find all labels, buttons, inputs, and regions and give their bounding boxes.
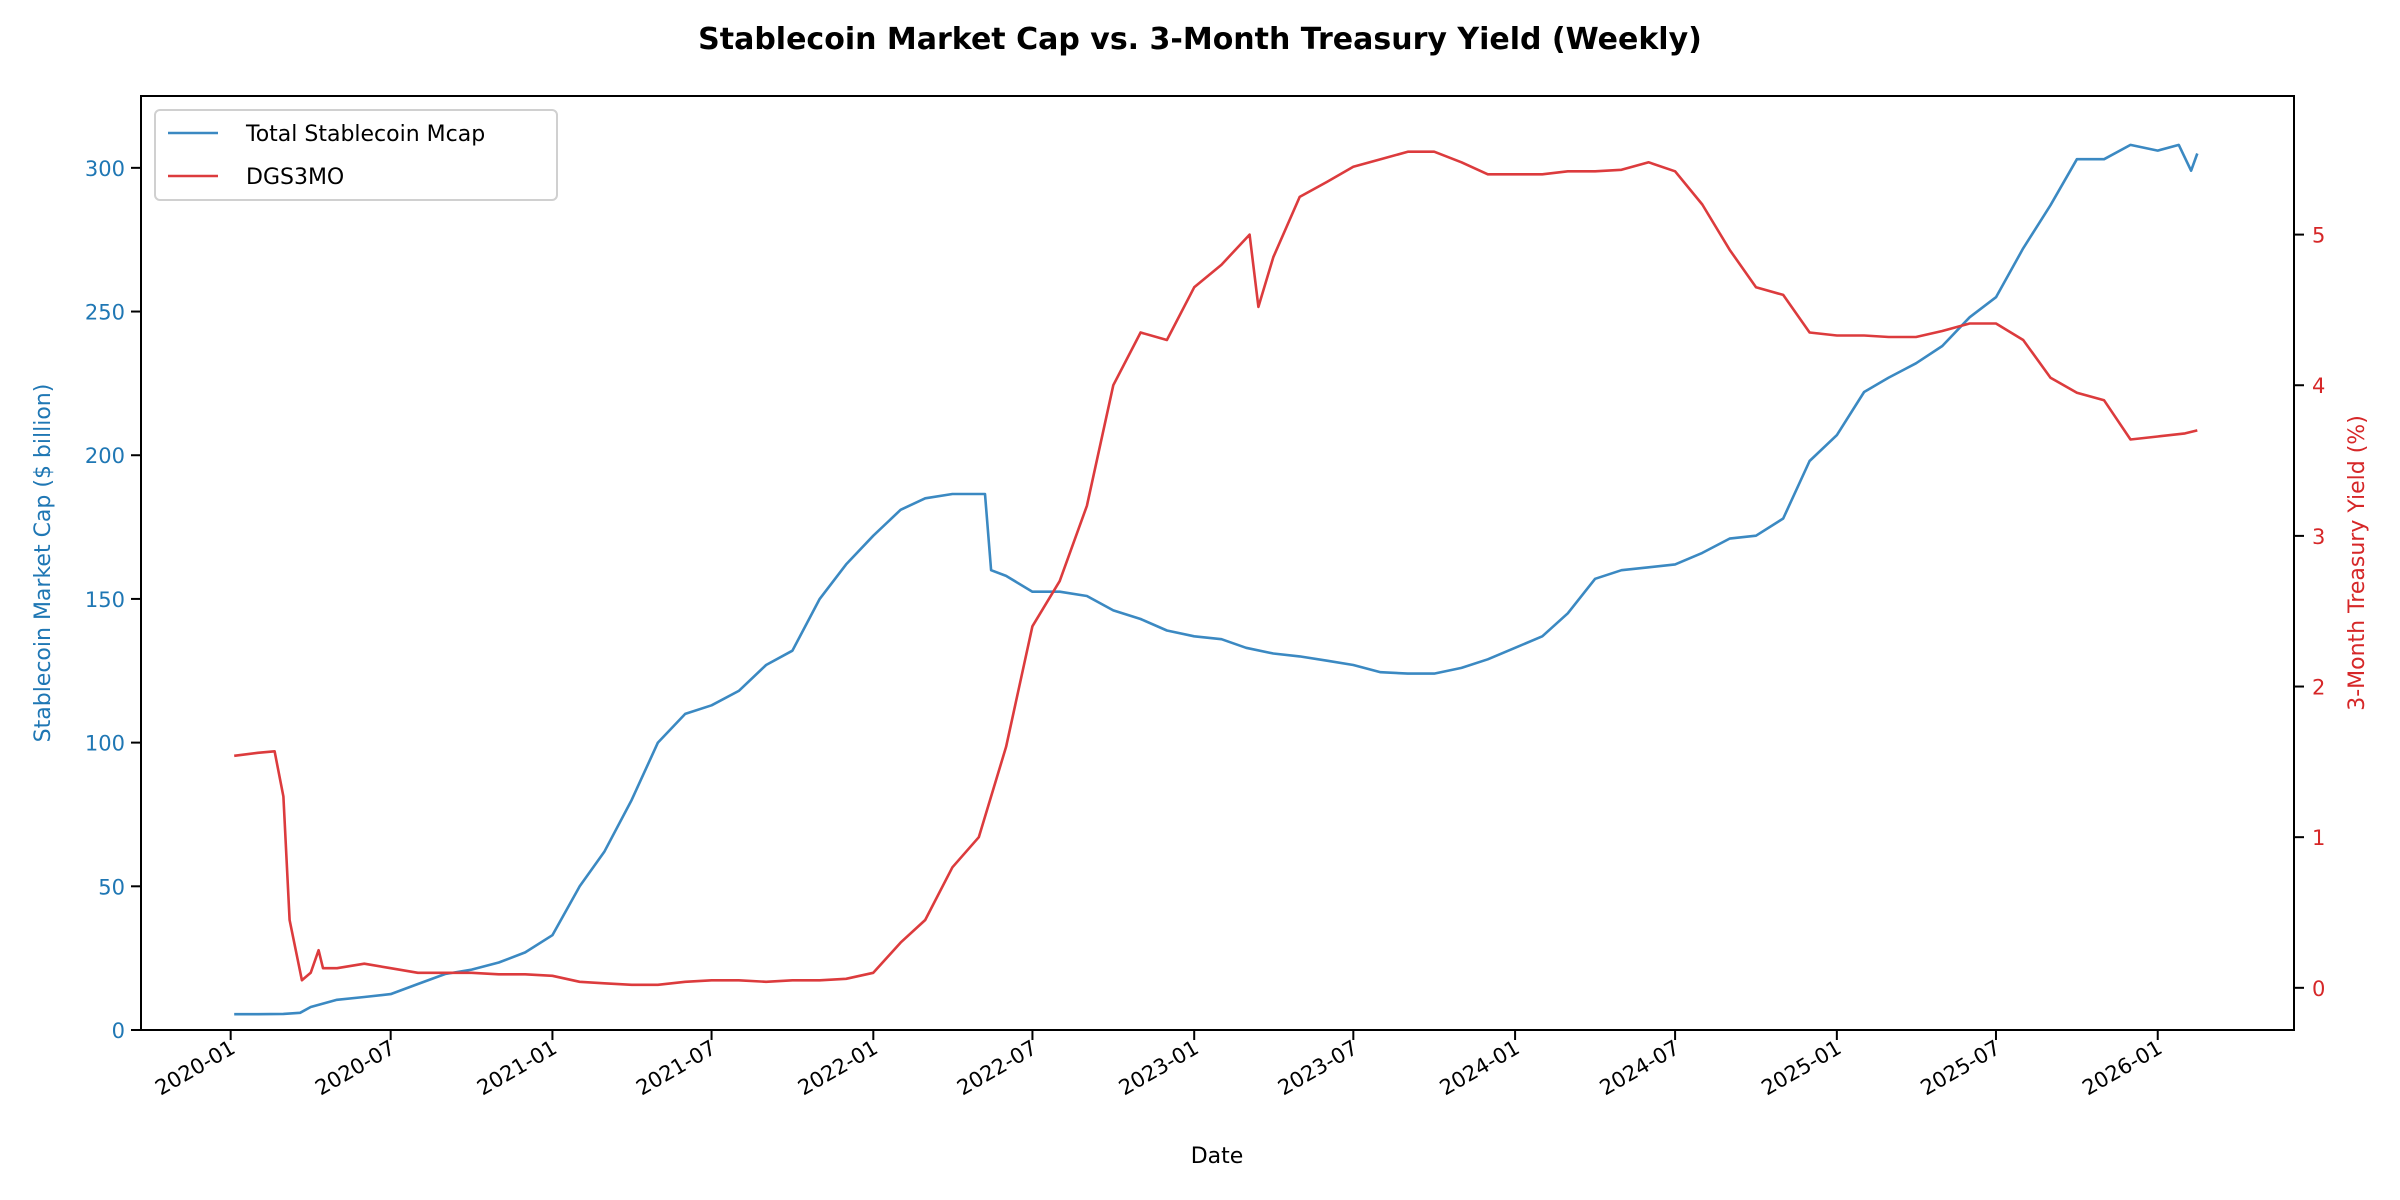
y-left-tick-label: 50 xyxy=(98,875,125,899)
legend-label-stablecoin: Total Stablecoin Mcap xyxy=(245,122,485,147)
y-left-tick-label: 100 xyxy=(85,732,125,756)
series-line-stablecoin-mcap xyxy=(234,143,2199,1016)
y-right-tick-label: 0 xyxy=(2312,977,2325,1001)
legend-box xyxy=(154,109,558,201)
y-left-tick-label: 300 xyxy=(85,157,125,181)
y-left-tick-label: 0 xyxy=(112,1019,125,1043)
y-right-tick-label: 1 xyxy=(2312,826,2325,850)
legend: Total Stablecoin Mcap DGS3MO xyxy=(154,109,558,201)
y-axis-left-label: Stablecoin Market Cap ($ billion) xyxy=(31,384,56,743)
y-right-tick-label: 5 xyxy=(2312,224,2325,248)
plot-lines xyxy=(234,143,2199,1016)
legend-label-dgs3mo: DGS3MO xyxy=(246,165,344,190)
series-line-dgs3mo xyxy=(234,150,2198,987)
chart-title: Stablecoin Market Cap vs. 3-Month Treasu… xyxy=(698,22,1702,57)
y-right-tick-label: 3 xyxy=(2312,525,2325,549)
y-right-tick-label: 2 xyxy=(2312,676,2325,700)
y-left-tick-label: 250 xyxy=(85,301,125,325)
y-left-tick-label: 150 xyxy=(85,588,125,612)
y-left-tick-label: 200 xyxy=(85,444,125,468)
y-axis-right-label: 3-Month Treasury Yield (%) xyxy=(2345,415,2370,711)
plot-frame xyxy=(140,95,2295,1031)
x-axis-label: Date xyxy=(1191,1144,1244,1169)
y-right-tick-label: 4 xyxy=(2312,374,2325,398)
